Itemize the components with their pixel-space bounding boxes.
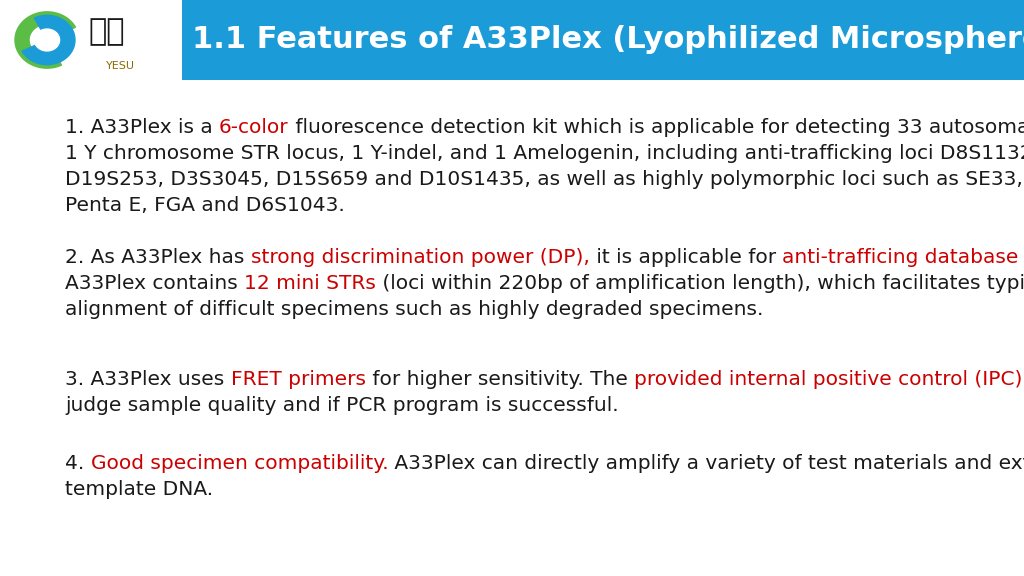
Text: YESU: YESU	[105, 61, 134, 71]
Text: 3. A33Plex uses: 3. A33Plex uses	[65, 370, 230, 389]
Polygon shape	[15, 12, 76, 68]
Text: anti-trafficing database building.: anti-trafficing database building.	[782, 248, 1024, 267]
Text: FRET primers: FRET primers	[230, 370, 366, 389]
Text: helps to: helps to	[1022, 370, 1024, 389]
Text: template DNA.: template DNA.	[65, 480, 213, 499]
Text: 2. As A33Plex has: 2. As A33Plex has	[65, 248, 251, 267]
Text: (loci within 220bp of amplification length), which facilitates typing and: (loci within 220bp of amplification leng…	[376, 274, 1024, 293]
Text: provided internal positive control (IPC): provided internal positive control (IPC)	[634, 370, 1022, 389]
Text: 1. A33Plex is a: 1. A33Plex is a	[65, 118, 219, 137]
Text: 6-color: 6-color	[219, 118, 289, 137]
Text: alignment of difficult specimens such as highly degraded specimens.: alignment of difficult specimens such as…	[65, 300, 763, 319]
Text: for higher sensitivity. The: for higher sensitivity. The	[366, 370, 634, 389]
Text: 1 Y chromosome STR locus, 1 Y-indel, and 1 Amelogenin, including anti-traffickin: 1 Y chromosome STR locus, 1 Y-indel, and…	[65, 144, 1024, 163]
Text: strong discrimination power (DP),: strong discrimination power (DP),	[251, 248, 590, 267]
Text: judge sample quality and if PCR program is successful.: judge sample quality and if PCR program …	[65, 396, 618, 415]
Text: 沿溯: 沿溯	[88, 17, 125, 47]
Text: D19S253, D3S3045, D15S659 and D10S1435, as well as highly polymorphic loci such : D19S253, D3S3045, D15S659 and D10S1435, …	[65, 170, 1024, 189]
Text: Good specimen compatibility.: Good specimen compatibility.	[91, 454, 388, 473]
Text: Penta E, FGA and D6S1043.: Penta E, FGA and D6S1043.	[65, 196, 345, 215]
Bar	[0, 0, 1024, 80]
Text: 12 mini STRs: 12 mini STRs	[244, 274, 376, 293]
Text: fluorescence detection kit which is applicable for detecting 33 autosomal STR lo: fluorescence detection kit which is appl…	[289, 118, 1024, 137]
Text: A33Plex contains: A33Plex contains	[65, 274, 244, 293]
Text: it is applicable for: it is applicable for	[590, 248, 782, 267]
Text: 4.: 4.	[65, 454, 91, 473]
Text: 1.1 Features of A33Plex (Lyophilized Microspheres) STR Detection Kit: 1.1 Features of A33Plex (Lyophilized Mic…	[193, 25, 1024, 55]
Polygon shape	[23, 16, 75, 65]
Bar	[0, 0, 182, 80]
Text: A33Plex can directly amplify a variety of test materials and extracted: A33Plex can directly amplify a variety o…	[388, 454, 1024, 473]
